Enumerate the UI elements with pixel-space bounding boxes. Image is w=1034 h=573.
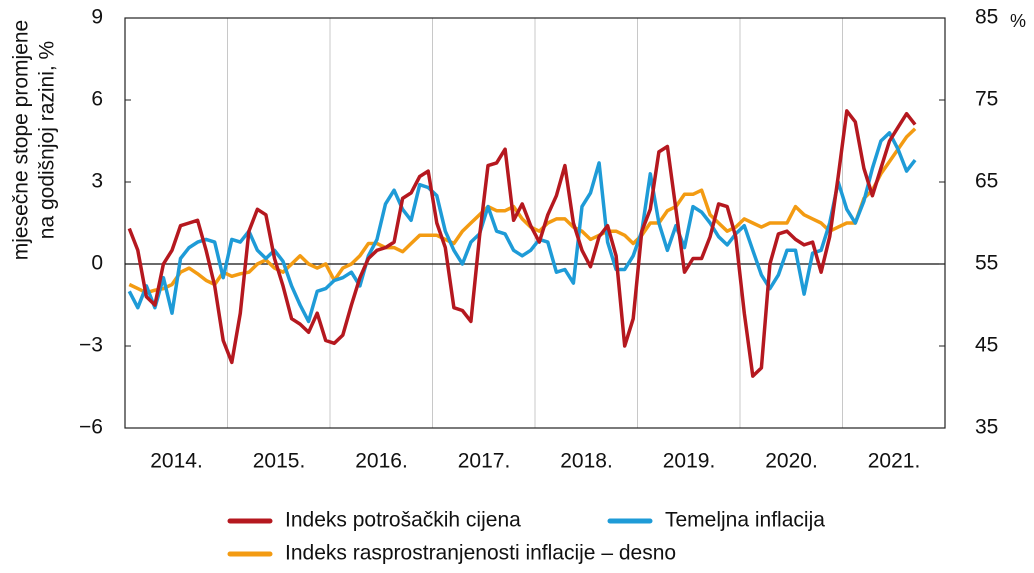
x-tick-label: 2018.: [560, 450, 613, 473]
series-line: [127, 131, 917, 324]
y2-tick-label: 65: [975, 170, 998, 193]
x-tick-label: 2019.: [663, 450, 716, 473]
x-tick-label: 2021.: [868, 450, 921, 473]
y-tick-label: 9: [91, 6, 103, 29]
legend-label: Indeks rasprostranjenosti inflacije – de…: [285, 542, 676, 565]
series-line: [128, 127, 917, 295]
y2-tick-label: 75: [975, 88, 998, 111]
series-line: [127, 109, 917, 378]
y-tick-label: −6: [79, 416, 103, 439]
legend-label: Indeks potrošačkih cijena: [285, 509, 521, 532]
y-tick-label: 6: [91, 88, 103, 111]
y-tick-label: 0: [91, 252, 103, 275]
y-axis-label: na godišnjoj razini, %: [36, 41, 59, 239]
y2-axis-label: %: [1010, 11, 1026, 31]
y2-tick-label: 35: [975, 416, 998, 439]
y2-tick-label: 45: [975, 334, 998, 357]
y2-tick-label: 55: [975, 252, 998, 275]
x-tick-label: 2016.: [355, 450, 408, 473]
x-tick-label: 2017.: [458, 450, 511, 473]
x-tick-label: 2014.: [150, 450, 203, 473]
y-axis-label: mjesečne stope promjene: [10, 20, 33, 260]
legend-label: Temeljna inflacija: [665, 509, 825, 532]
y-tick-label: −3: [79, 334, 103, 357]
x-tick-label: 2020.: [765, 450, 818, 473]
plot-frame: [124, 17, 946, 429]
y2-tick-label: 85: [975, 6, 998, 29]
y-tick-label: 3: [91, 170, 103, 193]
x-tick-label: 2015.: [253, 450, 306, 473]
